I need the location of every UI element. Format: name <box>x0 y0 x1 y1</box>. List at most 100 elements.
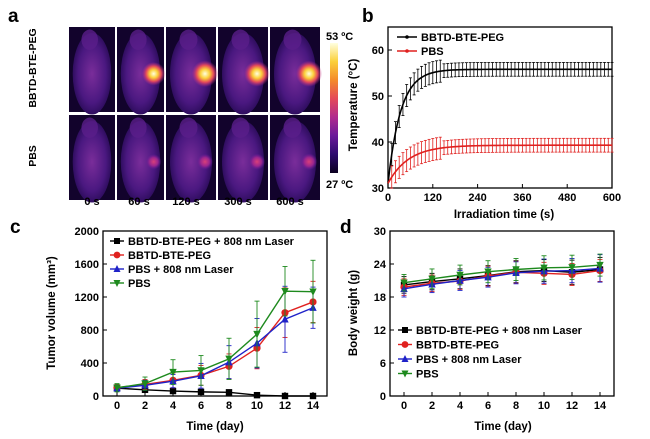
x-tick-label: 14 <box>594 400 607 412</box>
data-point <box>113 265 121 272</box>
data-point <box>281 288 289 296</box>
line-path <box>387 144 613 184</box>
hotspot <box>295 60 323 87</box>
data-point <box>401 370 409 378</box>
legend-label: BBTD-BTE-PEG <box>421 32 504 44</box>
data-point <box>225 355 233 364</box>
line-path <box>116 290 314 389</box>
y-tick-label: 30 <box>374 226 386 238</box>
panel-label-b: b <box>362 6 374 27</box>
hotspot <box>300 153 318 171</box>
data-point <box>113 251 121 259</box>
data-point <box>197 388 205 396</box>
x-tick-label: 4 <box>170 400 177 412</box>
plot-frame <box>387 26 613 189</box>
thermal-image <box>117 27 166 115</box>
line-path <box>116 301 314 389</box>
thermal-image <box>117 115 164 203</box>
y-tick-label: 800 <box>81 325 99 337</box>
time-labels: 0 s 60 s 120 s 300 s 600 s <box>84 196 303 208</box>
time-label-60s: 60 s <box>128 196 149 208</box>
y-tick-label: 50 <box>372 91 384 103</box>
y-tick-label: 12 <box>374 325 386 337</box>
data-point <box>141 380 149 388</box>
x-tick-label: 12 <box>566 400 578 412</box>
x-tick-label: 0 <box>401 400 407 412</box>
x-tick-label: 360 <box>513 192 531 204</box>
x-tick-label: 240 <box>468 192 486 204</box>
mouse-silhouette <box>222 32 264 115</box>
row-label-pbs: PBS <box>27 145 39 167</box>
mouse-silhouette <box>120 120 161 203</box>
series-line <box>113 280 317 392</box>
legend-marker <box>405 35 409 39</box>
x-tick-label: 2 <box>429 400 435 412</box>
line-path <box>403 264 601 284</box>
y-axis-label: Temperature (°C) <box>348 59 360 152</box>
data-point <box>281 315 289 323</box>
series-line <box>400 253 604 292</box>
hotspot <box>141 62 166 86</box>
data-point <box>253 330 261 339</box>
legend-label: BBTD-BTE-PEG <box>128 250 211 262</box>
thermal-image-panel: a BBTD-BTE-PEG PBS 0 s 60 s 120 s 300 s … <box>8 6 353 208</box>
data-point <box>401 341 409 348</box>
thermal-image <box>166 115 216 203</box>
hotspot <box>244 60 270 87</box>
time-label-120s: 120 s <box>172 196 200 208</box>
y-tick-label: 24 <box>374 259 387 271</box>
mouse-silhouette <box>222 120 264 203</box>
legend-label: PBS + 808 nm Laser <box>416 354 522 366</box>
legend-label: PBS <box>416 369 439 381</box>
y-tick-label: 6 <box>380 358 386 370</box>
row-label-bbtd-bte-peg: BBTD-BTE-PEG <box>27 28 39 107</box>
legend-label: PBS <box>421 46 444 58</box>
colorbar <box>330 43 338 173</box>
data-point <box>197 367 205 375</box>
x-tick-label: 8 <box>513 400 519 412</box>
y-tick-label: 0 <box>380 391 386 403</box>
x-tick-label: 10 <box>538 400 550 412</box>
line-path <box>116 307 314 389</box>
x-tick-label: 10 <box>251 400 263 412</box>
data-point <box>309 288 317 296</box>
plot-frame <box>389 230 615 397</box>
thermal-image <box>166 27 219 115</box>
data-point <box>596 261 604 270</box>
x-tick-label: 6 <box>485 400 491 412</box>
legend-label: BBTD-BTE-PEG + 808 nm Laser <box>128 236 295 248</box>
data-point <box>281 392 289 400</box>
thermal-image <box>270 115 320 203</box>
x-tick-label: 6 <box>198 400 204 412</box>
series-line <box>387 59 614 184</box>
mouse-silhouette <box>170 120 212 203</box>
hotspot <box>248 153 266 170</box>
data-point <box>402 327 408 333</box>
mouse-silhouette <box>120 32 161 115</box>
data-point <box>456 271 464 280</box>
line-path <box>116 387 313 397</box>
series-line <box>113 285 317 392</box>
legend-label: BBTD-BTE-PEG <box>416 340 499 352</box>
y-tick-label: 40 <box>372 137 384 149</box>
panel-label-a: a <box>8 6 19 27</box>
time-label-600s: 600 s <box>276 196 304 208</box>
x-axis-label: Irradiation time (s) <box>454 209 554 221</box>
data-point <box>568 264 576 272</box>
y-tick-label: 0 <box>93 391 99 403</box>
y-axis-label: Body weight (g) <box>348 270 360 356</box>
legend-label: BBTD-BTE-PEG + 808 nm Laser <box>416 325 583 337</box>
y-axis-label: Tumor volume (mm³) <box>46 256 58 370</box>
tumor-volume-chart: c 0 2 4 6 8 10 12 14 0 400 800 1200 1600 2000 BBTD-BTE… <box>10 217 328 433</box>
data-point <box>512 266 520 274</box>
x-axis-label: Time (day) <box>474 421 531 433</box>
x-axis-label: Time (day) <box>186 421 243 433</box>
time-label-300s: 300 s <box>224 196 252 208</box>
line-path <box>403 267 601 290</box>
x-tick-label: 600 <box>603 192 621 204</box>
mouse-silhouette <box>170 32 212 115</box>
y-tick-label: 18 <box>374 292 386 304</box>
series-line <box>387 136 614 189</box>
data-point <box>113 280 121 287</box>
